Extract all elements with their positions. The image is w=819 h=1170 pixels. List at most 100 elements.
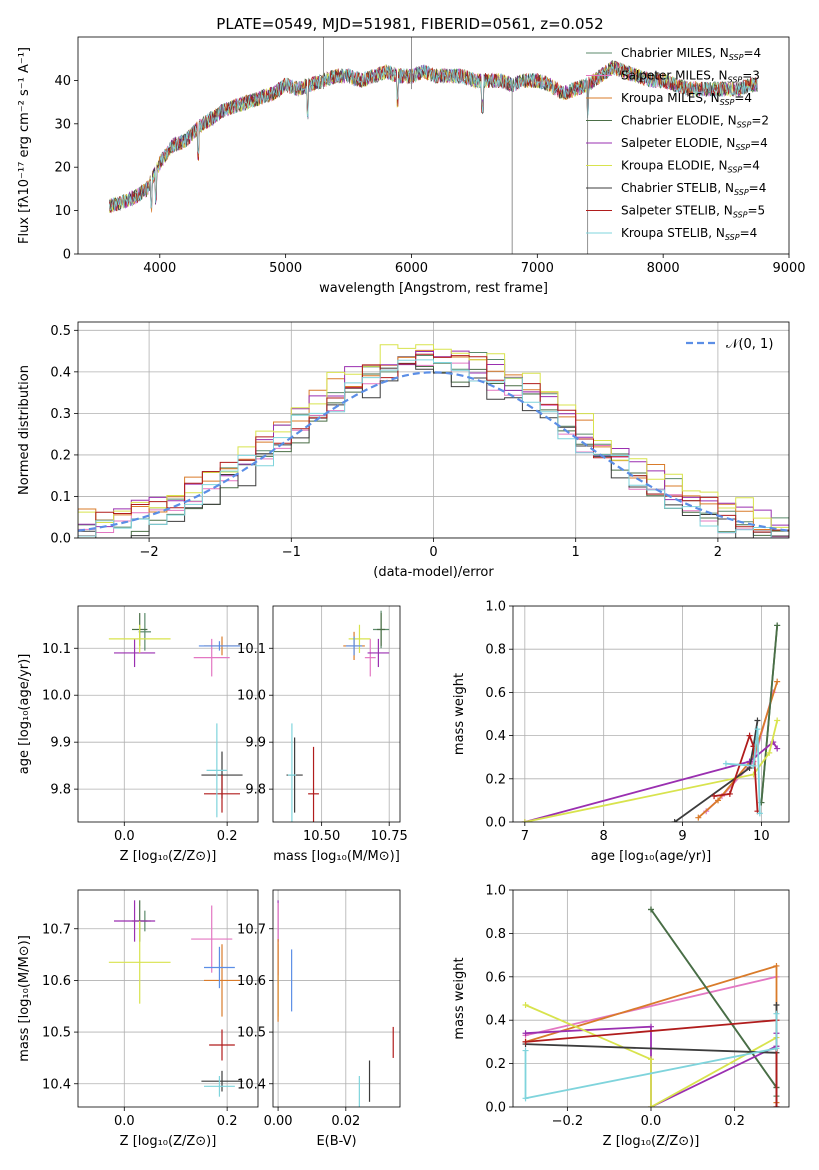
y-tick-label: 0.4 [50,365,71,380]
mass-weight-point [726,790,733,797]
plot-area [273,890,400,1107]
x-tick-label: 9000 [772,261,805,276]
plot-area [273,606,400,822]
y-tick-label: 0.3 [50,407,71,422]
x-tick-label: 0.0 [641,1114,662,1129]
plot-area [513,606,789,822]
plot-area [109,37,758,254]
axes-frame [512,889,790,1108]
axes-frame [77,605,259,823]
y-tick-label: 10.6 [237,974,266,989]
mass-weight-line [760,625,779,803]
panel-spectrum: 4000 5000 6000 7000 8000 9000 0 10 20 30 40 wavelen… [17,15,806,296]
y-tick-label: 0.0 [485,816,506,831]
x-axis-label: mass [log₁₀(M/M⊙)] [273,849,400,864]
normal-reference-curve [78,371,789,532]
mass-weight-line [674,720,759,822]
mass-weight-line [525,975,777,1037]
y-tick-label: 0.8 [485,643,506,658]
legend-entry: Chabrier STELIB, NSSP=4 [621,181,766,197]
plot-area [78,606,258,822]
plot-area [513,890,789,1107]
mass-weight-point [648,906,654,913]
x-tick-label: 1 [572,545,580,560]
x-tick-label: 7000 [521,261,554,276]
legend-entry: Kroupa ELODIE, NSSP=4 [621,159,760,175]
mass-weight-point [773,1104,780,1107]
panel-mass-vs-z: 0.0 0.2 10.4 10.5 10.6 10.7 Z [log₁₀(Z/Z⊙)] mas… [17,889,259,1149]
mass-weight-point [774,678,781,685]
legend: Chabrier MILES, NSSP=4 Salpeter MILES, NS… [586,46,769,242]
mass-weight-line [524,720,779,822]
mass-weight-point [773,962,780,969]
x-tick-label: 4000 [143,261,176,276]
mass-weight-line [525,1004,777,1107]
legend-entry: Salpeter MILES, NSSP=3 [621,69,760,85]
x-tick-label: 8 [600,829,608,844]
y-tick-label: 0.0 [485,1101,506,1116]
x-tick-label: 0.00 [264,1114,293,1129]
x-axis-label: age [log₁₀(age/yr)] [591,849,712,864]
x-axis-label: Z [log₁₀(Z/Z⊙)] [603,1134,700,1149]
legend-entry: Salpeter STELIB, NSSP=5 [621,204,765,220]
x-tick-label: 0.2 [724,1114,745,1129]
x-axis-label: E(B-V) [316,1134,356,1149]
y-tick-label: 9.9 [245,736,266,751]
x-tick-label: −0.2 [552,1114,584,1129]
y-tick-label: 0.2 [485,1057,506,1072]
y-tick-label: 30 [54,117,71,132]
mass-weight-point [522,1030,529,1037]
mass-weight-point [773,1010,780,1017]
y-tick-label: 0.2 [485,772,506,787]
axes-frame [272,605,401,823]
mass-weight-point [648,1104,654,1107]
x-tick-label: 0.0 [114,1114,135,1129]
y-axis-label: Flux [fλ10⁻¹⁷ erg cm⁻² s⁻¹ A⁻¹] [17,47,32,244]
axes-frame [77,36,790,255]
legend-entry: Salpeter ELODIE, NSSP=4 [621,136,768,152]
x-tick-label: 0.2 [217,1114,238,1129]
y-axis-label: mass [log₁₀(M/M⊙)] [17,935,32,1062]
x-tick-label: 0.02 [331,1114,360,1129]
y-tick-label: 10.4 [42,1077,71,1092]
x-axis-label: Z [log₁₀(Z/Z⊙)] [120,1134,217,1149]
y-tick-label: 0.0 [50,532,71,547]
axes-frame [272,889,401,1108]
y-tick-label: 10.6 [42,974,71,989]
x-axis-label: Z [log₁₀(Z/Z⊙)] [120,849,217,864]
y-tick-label: 0 [63,248,71,263]
y-axis-label: mass weight [452,957,467,1039]
x-tick-label: 7 [521,829,529,844]
mass-weight-point [522,1038,529,1045]
mass-weight-point [774,622,781,629]
panel-residuals: −2 −1 0 1 2 0.0 0.1 0.2 0.3 0.4 0.5 (data-model)/er… [17,321,790,580]
mass-weight-point [522,1095,529,1102]
mass-weight-point [648,1056,654,1063]
y-tick-label: 0.1 [50,490,71,505]
mass-weight-point [774,717,781,724]
y-tick-label: 0.6 [485,970,506,985]
y-tick-label: 10.0 [237,689,266,704]
mass-weight-point [671,819,678,822]
y-tick-label: 10 [54,204,71,219]
mass-weight-point [711,793,718,800]
mass-weight-point [522,1002,529,1009]
y-tick-label: 0.4 [485,729,506,744]
y-tick-label: 10.5 [42,1026,71,1041]
y-axis-label: age [log₁₀(age/yr)] [17,654,32,775]
mass-weight-point [715,797,722,804]
legend: 𝒩(0, 1) [686,337,773,352]
y-tick-label: 10.1 [42,642,71,657]
axes-frame [77,321,790,539]
x-tick-label: 9 [678,829,686,844]
mass-weight-line [650,908,778,1089]
legend-entry: Chabrier MILES, NSSP=4 [621,46,761,62]
spectrum-line [109,62,758,211]
y-tick-label: 10.5 [237,1026,266,1041]
y-tick-label: 1.0 [485,600,506,615]
y-tick-label: 10.1 [237,642,266,657]
mass-weight-point [774,745,781,752]
mass-weight-point [522,1047,529,1054]
mass-weight-point [722,760,729,767]
